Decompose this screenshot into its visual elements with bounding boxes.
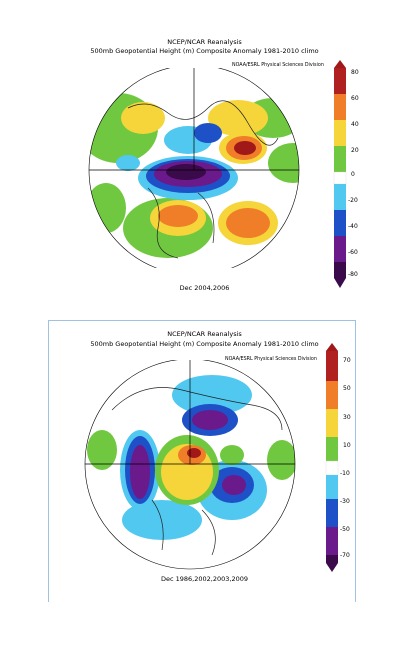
- panel-title-line1: NCEP/NCAR Reanalysis: [167, 330, 242, 338]
- panel-title-line2: 500mb Geopotential Height (m) Composite …: [90, 47, 319, 55]
- anomaly-contour: [121, 102, 165, 134]
- anomaly-contour: [187, 448, 201, 458]
- colorbar-tick: 10: [343, 442, 351, 449]
- anomaly-contour: [208, 100, 268, 136]
- colorbar-tick: 0: [351, 171, 355, 178]
- anomaly-contour: [222, 475, 246, 495]
- colorbar-tick: 30: [343, 414, 351, 421]
- colorbar: [325, 343, 339, 572]
- polar-anomaly-map: [84, 360, 296, 570]
- panel-credit: NOAA/ESRL Physical Sciences Division: [225, 357, 317, 362]
- colorbar-tick: -80: [348, 271, 358, 278]
- frame-border-top: [48, 320, 356, 321]
- colorbar-tick: -40: [348, 223, 358, 230]
- anomaly-contour: [234, 141, 256, 155]
- colorbar-tick: 80: [351, 69, 359, 76]
- frame-border-right: [355, 320, 356, 602]
- anomaly-contour: [122, 500, 202, 540]
- colorbar-tick: -10: [340, 470, 350, 477]
- colorbar-tick: -30: [340, 498, 350, 505]
- anomaly-contour: [172, 375, 252, 415]
- colorbar: [333, 60, 347, 288]
- colorbar-tick: 20: [351, 147, 359, 154]
- colorbar-tick: -50: [340, 526, 350, 533]
- panel-caption: Dec 1986,2002,2003,2009: [160, 575, 248, 583]
- anomaly-contour: [130, 445, 150, 499]
- colorbar-tick: 50: [343, 385, 351, 392]
- colorbar-tick: -60: [348, 249, 358, 256]
- anomaly-contour: [192, 410, 228, 430]
- anomaly-contour: [87, 430, 117, 470]
- anomaly-contour: [220, 445, 244, 465]
- map-panel-bottom: NCEP/NCAR Reanalysis 500mb Geopotential …: [0, 315, 409, 605]
- polar-anomaly-map: [88, 68, 300, 268]
- anomaly-contour: [194, 123, 222, 143]
- anomaly-contour: [226, 208, 270, 238]
- anomaly-contour: [166, 164, 206, 180]
- panel-title-line1: NCEP/NCAR Reanalysis: [167, 38, 242, 46]
- map-panel-top: NCEP/NCAR Reanalysis 500mb Geopotential …: [0, 0, 409, 320]
- colorbar-tick: -20: [348, 197, 358, 204]
- colorbar-tick: -70: [340, 552, 350, 559]
- panel-credit: NOAA/ESRL Physical Sciences Division: [232, 63, 324, 68]
- frame-border-left: [48, 320, 49, 602]
- anomaly-contour: [158, 205, 198, 227]
- panel-caption: Dec 2004,2006: [179, 284, 230, 292]
- anomaly-contour: [267, 440, 295, 480]
- colorbar-tick: 40: [351, 121, 359, 128]
- anomaly-contour: [268, 143, 299, 183]
- colorbar-tick: 70: [343, 357, 351, 364]
- panel-title-line2: 500mb Geopotential Height (m) Composite …: [90, 340, 319, 348]
- colorbar-tick: 60: [351, 95, 359, 102]
- anomaly-contour: [116, 155, 140, 171]
